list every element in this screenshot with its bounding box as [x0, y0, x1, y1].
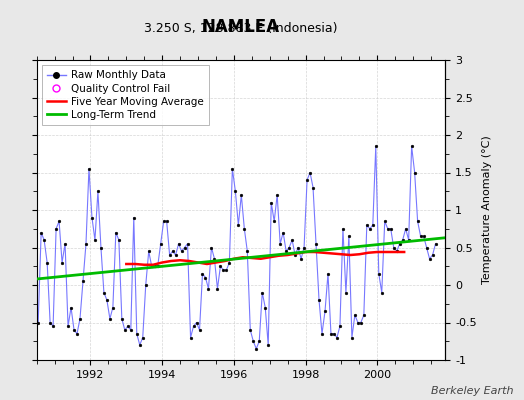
Text: NAMLEA: NAMLEA	[202, 18, 280, 36]
Y-axis label: Temperature Anomaly (°C): Temperature Anomaly (°C)	[482, 136, 493, 284]
Title: 3.250 S, 128.883 E (Indonesia): 3.250 S, 128.883 E (Indonesia)	[144, 22, 338, 35]
Text: Berkeley Earth: Berkeley Earth	[431, 386, 514, 396]
Legend: Raw Monthly Data, Quality Control Fail, Five Year Moving Average, Long-Term Tren: Raw Monthly Data, Quality Control Fail, …	[42, 65, 209, 125]
